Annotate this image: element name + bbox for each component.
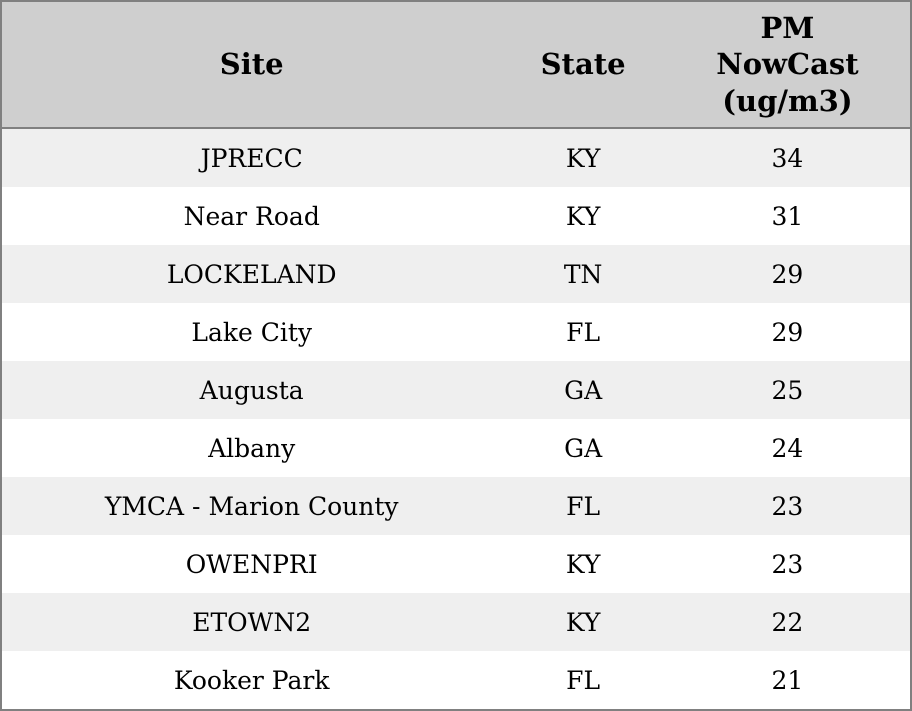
table-row: Lake City FL 29 (2, 303, 910, 361)
cell-state: FL (566, 317, 601, 347)
table-row: Near Road KY 31 (2, 187, 910, 245)
pm-header-line-1: PM (760, 11, 815, 46)
cell-site: Kooker Park (173, 665, 330, 695)
table-row: OWENPRI KY 23 (2, 535, 910, 593)
table-row: LOCKELAND TN 29 (2, 245, 910, 303)
cell-state: KY (565, 607, 601, 637)
cell-state: KY (565, 201, 601, 231)
cell-state: FL (566, 665, 601, 695)
table-header: Site State PM NowCast (ug/m3) (2, 2, 910, 129)
cell-state: TN (563, 259, 603, 289)
cell-site: Near Road (183, 201, 320, 231)
cell-site: Augusta (199, 375, 304, 405)
table-row: Albany GA 24 (2, 419, 910, 477)
cell-site: ETOWN2 (192, 607, 312, 637)
cell-pm: 24 (771, 433, 804, 463)
cell-site: OWENPRI (185, 549, 318, 579)
table-body: JPRECC KY 34 Near Road KY 31 LOCKELAND T… (2, 128, 910, 709)
cell-pm: 34 (771, 143, 804, 173)
table-row: ETOWN2 KY 22 (2, 593, 910, 651)
cell-pm: 25 (771, 375, 804, 405)
cell-state: KY (565, 143, 601, 173)
table-row: Kooker Park FL 21 (2, 651, 910, 709)
pm-header-line-3: (ug/m3) (722, 83, 853, 118)
cell-state: GA (564, 375, 603, 405)
cell-site: Albany (208, 433, 296, 463)
cell-pm: 31 (771, 201, 804, 231)
cell-site: YMCA - Marion County (104, 491, 399, 521)
pm-header-line-2: NowCast (716, 47, 859, 82)
table-row: JPRECC KY 34 (2, 128, 910, 187)
cell-site: JPRECC (200, 143, 303, 173)
cell-state: FL (566, 491, 601, 521)
cell-pm: 29 (771, 259, 804, 289)
table-row: Augusta GA 25 (2, 361, 910, 419)
cell-site: Lake City (191, 317, 313, 347)
column-header-state: State (501, 2, 665, 129)
cell-pm: 23 (771, 491, 804, 521)
cell-pm: 21 (771, 665, 804, 695)
cell-pm: 22 (771, 607, 804, 637)
cell-state: KY (565, 549, 601, 579)
cell-state: GA (564, 433, 603, 463)
cell-pm: 29 (771, 317, 804, 347)
table-row: YMCA - Marion County FL 23 (2, 477, 910, 535)
column-header-site: Site (2, 2, 502, 129)
header-row: Site State PM NowCast (ug/m3) (2, 2, 910, 129)
cell-site: LOCKELAND (166, 259, 337, 289)
cell-pm: 23 (771, 549, 804, 579)
column-header-pm-nowcast: PM NowCast (ug/m3) (664, 2, 910, 129)
